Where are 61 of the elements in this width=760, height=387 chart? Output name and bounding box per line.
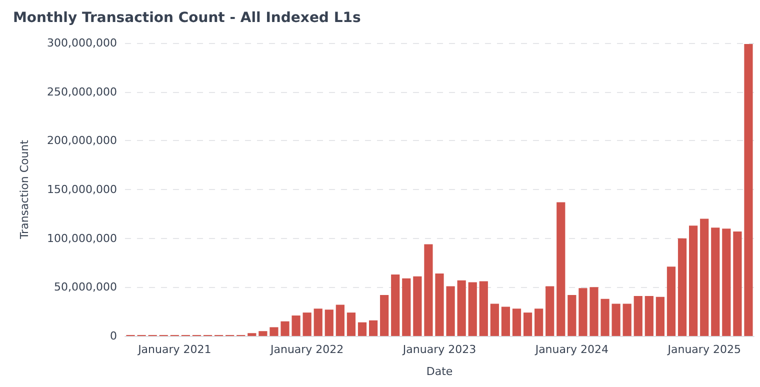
bar [270,327,278,336]
bar [380,294,389,336]
x-tick-label: January 2022 [269,343,344,356]
bar [346,312,356,336]
bar [324,310,334,336]
bar [612,304,620,336]
bar [644,296,654,336]
y-tick-label: 0 [110,330,117,342]
y-tick-label: 100,000,000 [47,232,117,245]
bar [622,304,632,336]
bar [678,238,687,336]
bar [546,286,554,336]
bar [556,202,566,336]
bar [534,308,544,336]
y-tick-label: 300,000,000 [47,36,117,50]
bar [733,231,742,336]
bar [689,226,698,336]
bar [590,287,598,336]
bar [424,244,433,336]
bar [391,274,400,336]
bar [656,296,665,336]
bar [711,228,720,336]
bar [634,296,642,336]
bar [600,298,610,336]
bar [523,312,532,336]
x-tick-label: January 2021 [137,343,212,356]
bar [302,312,312,336]
bar [457,280,466,336]
x-tick-label: January 2025 [666,343,741,356]
bar [722,228,731,336]
bar [666,266,676,336]
bar [501,306,510,336]
x-tick-label: January 2023 [402,343,476,356]
x-tick-label: January 2024 [534,343,609,356]
x-axis-title: Date [426,365,453,378]
bar [314,308,322,336]
y-tick-label: 200,000,000 [47,134,117,148]
bar [446,286,455,336]
bar [435,273,444,336]
bar [744,44,753,336]
bar [292,315,300,336]
bar [368,320,378,336]
bar [490,304,499,336]
bar [468,282,477,336]
y-tick-label: 250,000,000 [47,85,117,98]
bar [248,333,256,336]
bar [568,294,576,336]
bar [336,304,344,336]
bar [258,331,268,336]
bar [413,276,422,336]
y-axis-title: Transaction Count [18,139,31,240]
bar [578,288,588,336]
y-tick-label: 50,000,000 [54,280,117,294]
y-tick-label: 150,000,000 [47,183,117,196]
bar [402,278,411,336]
bar [358,322,367,336]
bar [512,308,522,336]
bar [700,218,709,336]
bar [479,281,488,336]
chart-title: Monthly Transaction Count - All Indexed L1s [13,10,361,26]
bar [280,321,290,336]
